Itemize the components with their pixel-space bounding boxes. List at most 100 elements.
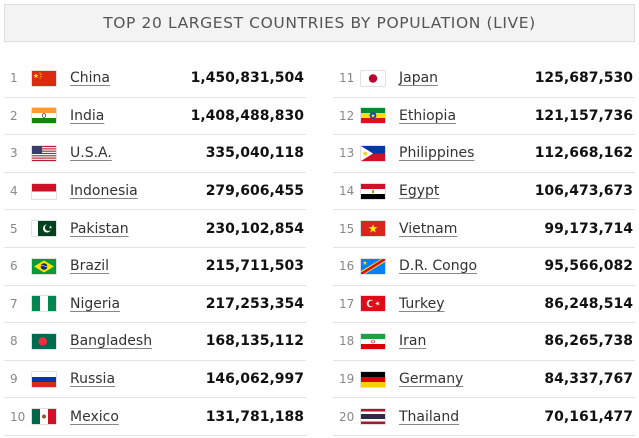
country-link[interactable]: Pakistan (70, 220, 129, 237)
country-link[interactable]: Bangladesh (70, 333, 153, 350)
brazil-flag-icon (32, 258, 56, 274)
country-row: 1 China 1,450,831,504 (4, 60, 306, 98)
country-row: 16 D.R. Congo 95,566,082 (333, 248, 635, 286)
population-value: 1,408,488,830 (190, 107, 304, 124)
population-value: 106,473,673 (534, 183, 633, 200)
country-row: 14 Egypt 106,473,673 (333, 173, 635, 211)
philippines-flag-icon (361, 145, 385, 161)
country-link[interactable]: D.R. Congo (399, 258, 478, 275)
population-value: 168,135,112 (205, 333, 304, 350)
country-row: 2 India 1,408,488,830 (4, 98, 306, 136)
population-value: 95,566,082 (544, 258, 633, 275)
country-row: 9 Russia 146,062,997 (4, 361, 306, 399)
iran-flag-icon (361, 333, 385, 349)
rank-number: 7 (10, 296, 18, 311)
thailand-flag-icon (361, 409, 385, 425)
bangladesh-flag-icon (32, 333, 56, 349)
country-row: 8 Bangladesh 168,135,112 (4, 323, 306, 361)
country-row: 4 Indonesia 279,606,455 (4, 173, 306, 211)
country-row: 18 Iran 86,265,738 (333, 323, 635, 361)
rank-number: 3 (10, 146, 18, 161)
ethiopia-flag-icon (361, 108, 385, 124)
population-value: 279,606,455 (205, 183, 304, 200)
mexico-flag-icon (32, 409, 56, 425)
country-row: 6 Brazil 215,711,503 (4, 248, 306, 286)
country-list-left: 1 China 1,450,831,504 2 India 1,408,488,830 3 U… (4, 60, 306, 436)
country-link[interactable]: Russia (70, 371, 116, 388)
rank-number: 8 (10, 334, 18, 349)
country-link[interactable]: Vietnam (399, 220, 458, 237)
country-link[interactable]: Nigeria (70, 295, 121, 312)
population-value: 84,337,767 (544, 371, 633, 388)
population-value: 146,062,997 (205, 371, 304, 388)
population-value: 131,781,188 (205, 408, 304, 425)
rank-number: 2 (10, 108, 18, 123)
population-value: 215,711,503 (205, 258, 304, 275)
country-row: 3 U.S.A. 335,040,118 (4, 135, 306, 173)
country-link[interactable]: U.S.A. (70, 145, 112, 162)
rank-number: 11 (339, 71, 355, 86)
china-flag-icon (32, 70, 56, 86)
population-value: 230,102,854 (205, 220, 304, 237)
germany-flag-icon (361, 371, 385, 387)
country-row: 10 Mexico 131,781,188 (4, 398, 306, 436)
rank-number: 20 (339, 409, 355, 424)
rank-number: 18 (339, 334, 355, 349)
country-link[interactable]: Indonesia (70, 183, 138, 200)
country-row: 17 Turkey 86,248,514 (333, 286, 635, 324)
indonesia-flag-icon (32, 183, 56, 199)
country-row: 13 Philippines 112,668,162 (333, 135, 635, 173)
rank-number: 10 (10, 409, 26, 424)
country-link[interactable]: Mexico (70, 408, 119, 425)
population-value: 121,157,736 (534, 107, 633, 124)
drcongo-flag-icon (361, 258, 385, 274)
rank-number: 5 (10, 221, 18, 236)
population-value: 335,040,118 (205, 145, 304, 162)
vietnam-flag-icon (361, 221, 385, 237)
country-link[interactable]: Philippines (399, 145, 475, 162)
country-row: 15 Vietnam 99,173,714 (333, 210, 635, 248)
country-row: 19 Germany 84,337,767 (333, 361, 635, 399)
country-link[interactable]: Brazil (70, 258, 110, 275)
rank-number: 6 (10, 259, 18, 274)
page-title: TOP 20 LARGEST COUNTRIES BY POPULATION (… (4, 4, 635, 42)
rank-number: 1 (10, 71, 18, 86)
population-value: 99,173,714 (544, 220, 633, 237)
russia-flag-icon (32, 371, 56, 387)
country-link[interactable]: Ethiopia (399, 107, 457, 124)
country-link[interactable]: Turkey (399, 295, 445, 312)
country-row: 5 Pakistan 230,102,854 (4, 210, 306, 248)
country-row: 7 Nigeria 217,253,354 (4, 286, 306, 324)
rank-number: 16 (339, 259, 355, 274)
country-row: 20 Thailand 70,161,477 (333, 398, 635, 436)
egypt-flag-icon (361, 183, 385, 199)
usa-flag-icon (32, 145, 56, 161)
pakistan-flag-icon (32, 221, 56, 237)
japan-flag-icon (361, 70, 385, 86)
nigeria-flag-icon (32, 296, 56, 312)
rank-number: 12 (339, 108, 355, 123)
country-row: 12 Ethiopia 121,157,736 (333, 98, 635, 136)
rank-number: 15 (339, 221, 355, 236)
country-link[interactable]: Japan (399, 70, 439, 87)
population-value: 1,450,831,504 (190, 70, 304, 87)
population-value: 86,248,514 (544, 295, 633, 312)
rank-number: 4 (10, 184, 18, 199)
population-value: 112,668,162 (534, 145, 633, 162)
turkey-flag-icon (361, 296, 385, 312)
country-link[interactable]: Thailand (399, 408, 460, 425)
rank-number: 19 (339, 372, 355, 387)
country-link[interactable]: Iran (399, 333, 427, 350)
population-value: 86,265,738 (544, 333, 633, 350)
rank-number: 17 (339, 296, 355, 311)
country-link[interactable]: India (70, 107, 105, 124)
india-flag-icon (32, 108, 56, 124)
population-value: 70,161,477 (544, 408, 633, 425)
population-value: 217,253,354 (205, 295, 304, 312)
rank-number: 14 (339, 184, 355, 199)
country-list-right: 11 Japan 125,687,530 12 Ethiopia 121,157,736 1… (333, 60, 635, 436)
country-link[interactable]: China (70, 70, 110, 87)
population-value: 125,687,530 (534, 70, 633, 87)
country-link[interactable]: Egypt (399, 183, 440, 200)
country-link[interactable]: Germany (399, 371, 464, 388)
